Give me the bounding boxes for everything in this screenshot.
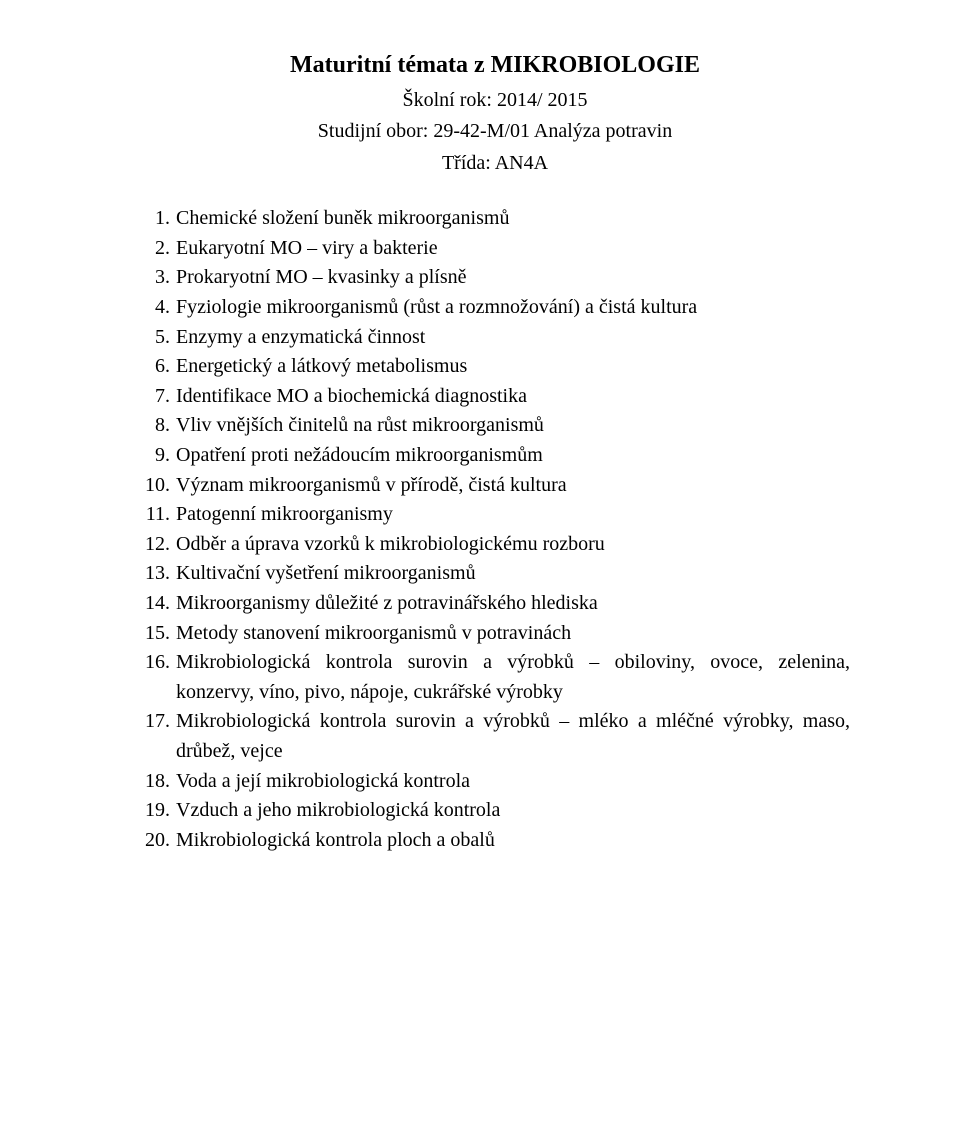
- list-item: 16.Mikrobiologická kontrola surovin a vý…: [140, 648, 850, 707]
- topics-list: 1.Chemické složení buněk mikroorganismů …: [140, 204, 850, 855]
- item-number: 19.: [140, 796, 176, 826]
- item-text: Chemické složení buněk mikroorganismů: [176, 204, 850, 234]
- list-item: 8.Vliv vnějších činitelů na růst mikroor…: [140, 411, 850, 441]
- item-text: Fyziologie mikroorganismů (růst a rozmno…: [176, 293, 850, 323]
- item-number: 17.: [140, 707, 176, 766]
- item-number: 14.: [140, 589, 176, 619]
- item-number: 4.: [140, 293, 176, 323]
- list-item: 2.Eukaryotní MO – viry a bakterie: [140, 234, 850, 264]
- list-item: 11.Patogenní mikroorganismy: [140, 500, 850, 530]
- item-text: Mikrobiologická kontrola surovin a výrob…: [176, 707, 850, 766]
- page-title: Maturitní témata z MIKROBIOLOGIE: [140, 48, 850, 84]
- class-label: Třída: AN4A: [140, 149, 850, 179]
- list-item: 19.Vzduch a jeho mikrobiologická kontrol…: [140, 796, 850, 826]
- item-number: 1.: [140, 204, 176, 234]
- list-item: 3.Prokaryotní MO – kvasinky a plísně: [140, 263, 850, 293]
- list-item: 17.Mikrobiologická kontrola surovin a vý…: [140, 707, 850, 766]
- list-item: 10.Význam mikroorganismů v přírodě, čist…: [140, 471, 850, 501]
- list-item: 12.Odběr a úprava vzorků k mikrobiologic…: [140, 530, 850, 560]
- item-text: Význam mikroorganismů v přírodě, čistá k…: [176, 471, 850, 501]
- item-text: Opatření proti nežádoucím mikroorganismů…: [176, 441, 850, 471]
- item-number: 15.: [140, 619, 176, 649]
- item-text: Vliv vnějších činitelů na růst mikroorga…: [176, 411, 850, 441]
- school-year: Školní rok: 2014/ 2015: [140, 86, 850, 116]
- item-number: 11.: [140, 500, 176, 530]
- list-item: 6.Energetický a látkový metabolismus: [140, 352, 850, 382]
- list-item: 18.Voda a její mikrobiologická kontrola: [140, 767, 850, 797]
- list-item: 14.Mikroorganismy důležité z potravinářs…: [140, 589, 850, 619]
- list-item: 7.Identifikace MO a biochemická diagnost…: [140, 382, 850, 412]
- item-text: Mikroorganismy důležité z potravinářskéh…: [176, 589, 850, 619]
- item-text: Prokaryotní MO – kvasinky a plísně: [176, 263, 850, 293]
- item-text: Mikrobiologická kontrola ploch a obalů: [176, 826, 850, 856]
- item-text: Identifikace MO a biochemická diagnostik…: [176, 382, 850, 412]
- item-number: 6.: [140, 352, 176, 382]
- item-text: Metody stanovení mikroorganismů v potrav…: [176, 619, 850, 649]
- item-text: Kultivační vyšetření mikroorganismů: [176, 559, 850, 589]
- document-page: Maturitní témata z MIKROBIOLOGIE Školní …: [0, 0, 960, 915]
- list-item: 15.Metody stanovení mikroorganismů v pot…: [140, 619, 850, 649]
- list-item: 13.Kultivační vyšetření mikroorganismů: [140, 559, 850, 589]
- item-number: 5.: [140, 323, 176, 353]
- item-number: 8.: [140, 411, 176, 441]
- item-number: 20.: [140, 826, 176, 856]
- item-number: 12.: [140, 530, 176, 560]
- item-text: Mikrobiologická kontrola surovin a výrob…: [176, 648, 850, 707]
- list-item: 4.Fyziologie mikroorganismů (růst a rozm…: [140, 293, 850, 323]
- item-text: Vzduch a jeho mikrobiologická kontrola: [176, 796, 850, 826]
- list-item: 5.Enzymy a enzymatická činnost: [140, 323, 850, 353]
- item-number: 16.: [140, 648, 176, 707]
- list-item: 9.Opatření proti nežádoucím mikroorganis…: [140, 441, 850, 471]
- item-text: Voda a její mikrobiologická kontrola: [176, 767, 850, 797]
- item-number: 18.: [140, 767, 176, 797]
- list-item: 20.Mikrobiologická kontrola ploch a obal…: [140, 826, 850, 856]
- item-number: 2.: [140, 234, 176, 264]
- study-field: Studijní obor: 29-42-M/01 Analýza potrav…: [140, 117, 850, 147]
- item-text: Energetický a látkový metabolismus: [176, 352, 850, 382]
- item-number: 9.: [140, 441, 176, 471]
- list-item: 1.Chemické složení buněk mikroorganismů: [140, 204, 850, 234]
- item-number: 13.: [140, 559, 176, 589]
- item-text: Odběr a úprava vzorků k mikrobiologickém…: [176, 530, 850, 560]
- item-number: 7.: [140, 382, 176, 412]
- item-text: Patogenní mikroorganismy: [176, 500, 850, 530]
- item-text: Enzymy a enzymatická činnost: [176, 323, 850, 353]
- item-number: 10.: [140, 471, 176, 501]
- item-number: 3.: [140, 263, 176, 293]
- item-text: Eukaryotní MO – viry a bakterie: [176, 234, 850, 264]
